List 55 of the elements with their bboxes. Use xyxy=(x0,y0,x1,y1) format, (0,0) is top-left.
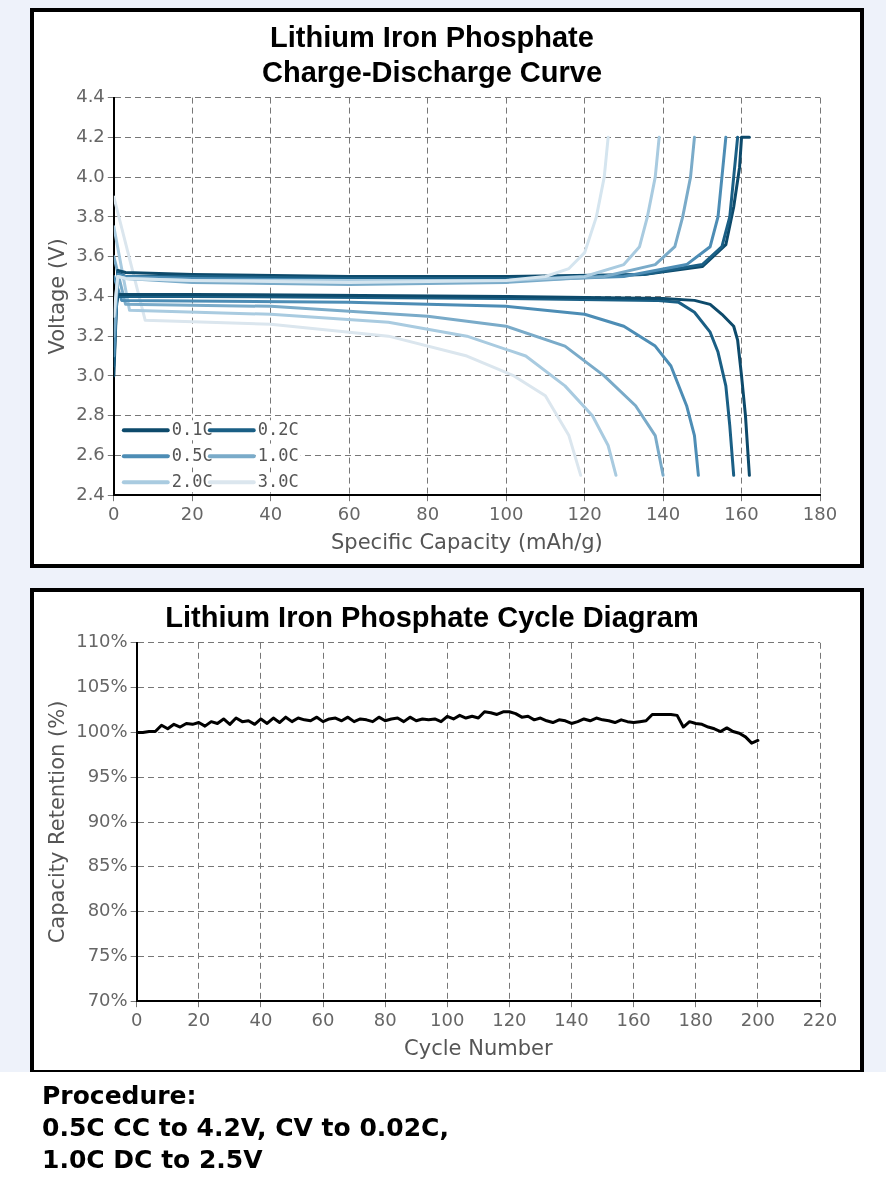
x-tick-label: 40 xyxy=(259,502,283,524)
x-tick-label: 20 xyxy=(180,502,204,524)
chart-title: Lithium Iron Phosphate Cycle Diagram xyxy=(165,601,699,634)
y-tick-label: 2.6 xyxy=(76,443,105,465)
legend-label: 0.1C xyxy=(171,418,213,439)
x-tick-label: 220 xyxy=(802,1008,838,1030)
x-tick-label: 20 xyxy=(187,1008,211,1030)
x-tick-label: 60 xyxy=(337,502,361,524)
y-tick-label: 70% xyxy=(87,988,128,1010)
y-tick-label: 80% xyxy=(87,899,128,921)
x-axis-title: Cycle Number xyxy=(404,1035,553,1060)
y-tick-label: 85% xyxy=(87,854,128,876)
y-tick-label: 3.6 xyxy=(76,244,105,266)
y-tick-label: 3.8 xyxy=(76,204,105,226)
legend-label: 0.2C xyxy=(257,418,299,439)
x-tick-label: 100 xyxy=(488,502,524,524)
y-axis-title: Voltage (V) xyxy=(45,238,70,355)
y-tick-label: 100% xyxy=(76,720,128,742)
x-tick-label: 160 xyxy=(616,1008,651,1030)
legend-label: 2.0C xyxy=(171,470,213,491)
y-tick-label: 3.0 xyxy=(76,363,105,385)
legend-label: 1.0C xyxy=(257,444,299,465)
x-tick-label: 80 xyxy=(416,502,440,524)
y-tick-label: 3.2 xyxy=(76,323,105,345)
text: Procedure: 0.5C CC to 4.2V, CV to 0.02C, 1.0C DC to 2.5V xyxy=(42,1080,449,1176)
y-tick-label: 4.2 xyxy=(76,125,105,147)
x-axis-title: Specific Capacity (mAh/g) xyxy=(331,529,603,554)
x-tick-label: 180 xyxy=(802,502,838,524)
x-tick-label: 140 xyxy=(554,1008,589,1030)
x-tick-label: 180 xyxy=(678,1008,713,1030)
x-tick-label: 0 xyxy=(108,502,120,524)
y-tick-label: 95% xyxy=(87,764,128,786)
x-tick-label: 60 xyxy=(311,1008,335,1030)
legend-label: 3.0C xyxy=(257,470,299,491)
x-tick-label: 0 xyxy=(130,1008,143,1030)
y-tick-label: 3.4 xyxy=(76,284,105,306)
y-tick-label: 2.4 xyxy=(76,482,105,504)
x-tick-label: 40 xyxy=(249,1008,273,1030)
x-tick-label: 140 xyxy=(645,502,681,524)
y-tick-label: 105% xyxy=(76,675,128,697)
x-tick-label: 200 xyxy=(740,1008,776,1030)
x-tick-label: 120 xyxy=(567,502,602,524)
y-tick-label: 2.8 xyxy=(76,403,105,425)
y-axis-title: Capacity Retention (%) xyxy=(45,700,70,944)
x-tick-label: 160 xyxy=(724,502,759,524)
chart-title: Lithium Iron Phosphate Charge-Discharge Curve xyxy=(261,21,603,89)
y-tick-label: 90% xyxy=(87,809,128,831)
x-tick-label: 120 xyxy=(492,1008,527,1030)
legend-label: 0.5C xyxy=(171,444,213,465)
y-tick-label: 4.4 xyxy=(76,85,105,107)
y-tick-label: 4.0 xyxy=(76,164,105,186)
y-tick-label: 110% xyxy=(76,630,128,652)
y-tick-label: 75% xyxy=(87,944,128,966)
x-tick-label: 80 xyxy=(373,1008,397,1030)
x-tick-label: 100 xyxy=(430,1008,465,1030)
